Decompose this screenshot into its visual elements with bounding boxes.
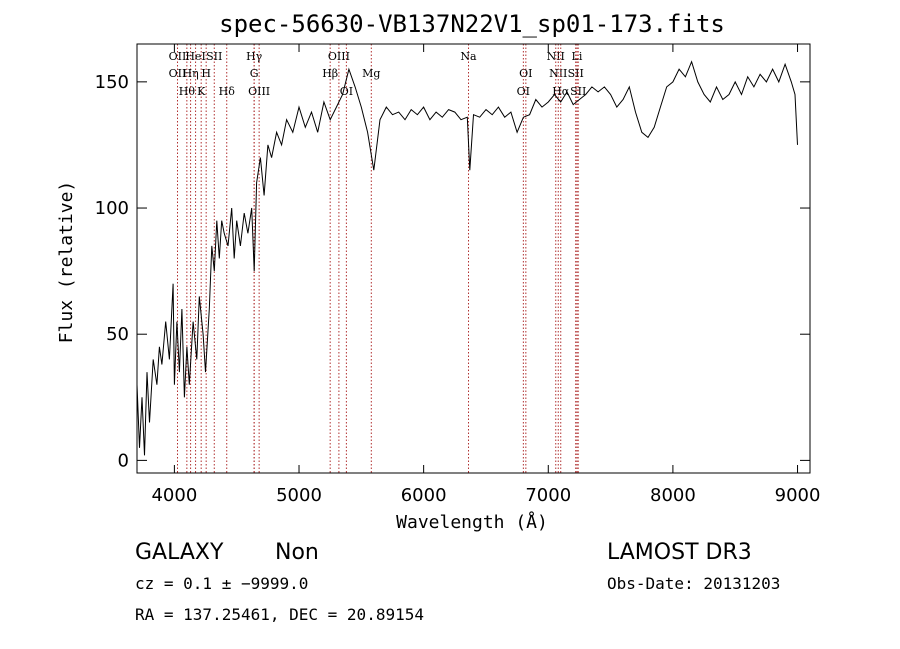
spectrum-series <box>136 60 798 456</box>
obs-date: Obs-Date: 20131203 <box>607 574 780 593</box>
object-class: GALAXY <box>135 540 224 565</box>
line-marker-label: NII <box>549 67 567 80</box>
x-tick-label: 7000 <box>525 485 571 506</box>
redshift-readout: cz = 0.1 ± −9999.0 <box>135 574 308 593</box>
line-marker-label: Na <box>460 50 477 63</box>
y-tick-label: 0 <box>118 450 129 471</box>
line-marker-label: K <box>197 85 206 98</box>
line-marker-label: OII <box>169 67 187 80</box>
x-tick-label: 5000 <box>276 485 322 506</box>
chart-title: spec-56630-VB137N22V1_sp01-173.fits <box>219 10 725 38</box>
line-marker-label: OI <box>519 67 532 80</box>
x-tick-label: 8000 <box>650 485 696 506</box>
coordinates: RA = 137.25461, DEC = 20.89154 <box>135 605 424 624</box>
line-marker-label: OIII <box>248 85 270 98</box>
y-tick-label: 50 <box>106 324 129 345</box>
line-marker-label: Hθ <box>179 85 196 98</box>
line-marker-label: Hγ <box>246 50 263 63</box>
survey-name: LAMOST DR3 <box>607 540 752 565</box>
x-tick-label: 6000 <box>401 485 447 506</box>
x-axis-label: Wavelength (Å) <box>396 511 548 533</box>
line-marker-label: Hβ <box>322 67 338 80</box>
x-axis-ticks: 4000 5000 6000 7000 8000 9000 <box>151 44 820 506</box>
line-marker-label: H <box>201 67 211 80</box>
y-tick-label: 150 <box>95 72 129 93</box>
line-marker-label: SII <box>568 67 584 80</box>
line-marker-label: SII <box>206 50 222 63</box>
object-subclass: Non <box>275 540 319 565</box>
line-marker-label: Hη <box>182 67 198 80</box>
plot-frame <box>136 43 811 474</box>
y-axis-ticks: 0 50 100 150 <box>95 72 810 471</box>
line-marker-label: Mg <box>362 67 380 80</box>
line-marker-label: OI <box>517 85 530 98</box>
x-tick-label: 9000 <box>775 485 821 506</box>
line-marker-label: Hδ <box>219 85 236 98</box>
line-marker-label: OII <box>169 50 187 63</box>
y-axis-label: Flux (relative) <box>56 181 77 344</box>
line-marker-label: OIII <box>328 50 350 63</box>
line-marker-label: Li <box>572 50 583 63</box>
spectrum-line <box>136 60 798 456</box>
line-marker-label: HeI <box>185 50 205 63</box>
line-markers: OII OII Hθ Hη HeI KH SII Hδ Hγ G OIII Hβ OIII OI Mg Na O… <box>169 44 586 473</box>
line-marker-label: NII <box>547 50 565 63</box>
line-marker-label: SII <box>570 85 586 98</box>
x-tick-label: 4000 <box>151 485 197 506</box>
line-marker-label: G <box>250 67 259 80</box>
y-tick-label: 100 <box>95 198 129 219</box>
